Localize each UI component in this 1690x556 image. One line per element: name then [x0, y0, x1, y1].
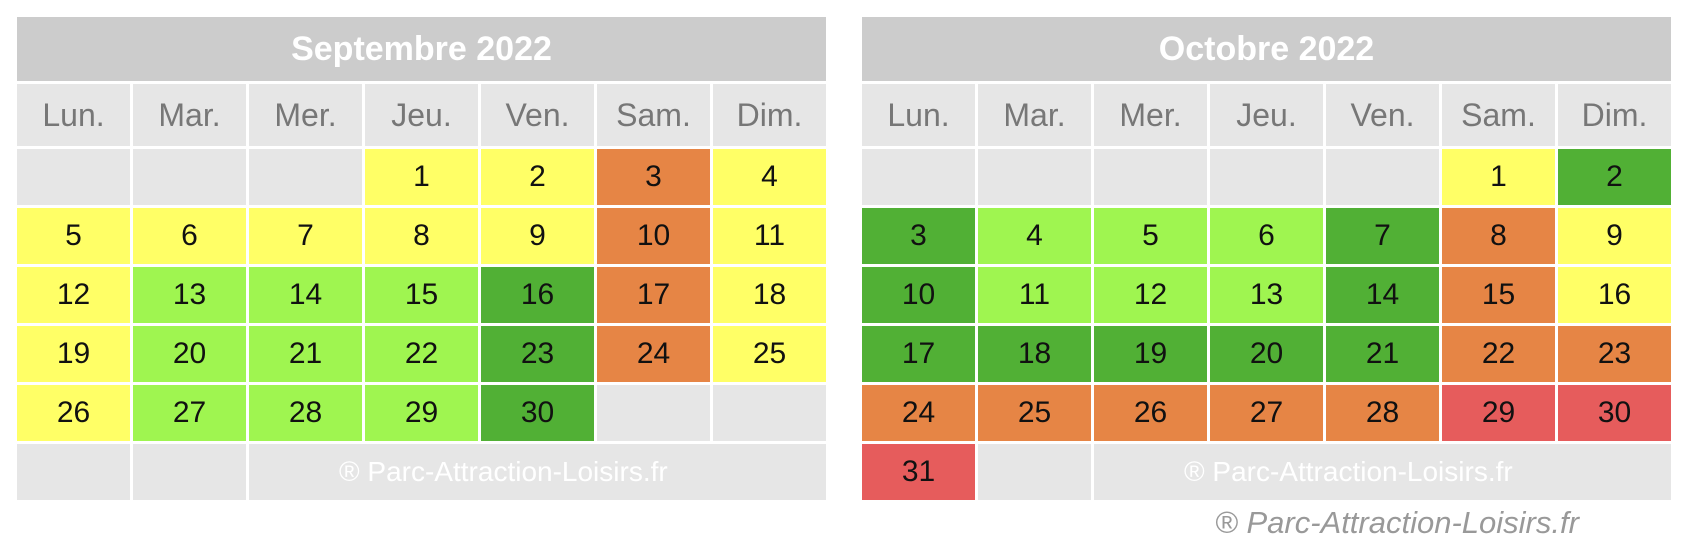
day-cell[interactable]: 4: [978, 208, 1091, 264]
weekday-header: Sam.: [1442, 84, 1555, 146]
day-cell[interactable]: 30: [481, 385, 594, 441]
weekday-header: Jeu.: [1210, 84, 1323, 146]
day-cell[interactable]: 6: [133, 208, 246, 264]
day-cell[interactable]: 15: [1442, 267, 1555, 323]
watermark: ® Parc-Attraction-Loisirs.fr: [1094, 444, 1671, 500]
day-cell[interactable]: 1: [365, 149, 478, 205]
day-cell[interactable]: 18: [713, 267, 826, 323]
day-cell[interactable]: 5: [1094, 208, 1207, 264]
day-cell[interactable]: 19: [17, 326, 130, 382]
day-cell[interactable]: 29: [365, 385, 478, 441]
weekday-header: Lun.: [17, 84, 130, 146]
calendar-grid: Lun. Mar. Mer. Jeu. Ven. Sam. Dim. 1 2 3 4 5 6 7 8 9 10 1…: [17, 81, 826, 500]
day-cell[interactable]: 7: [249, 208, 362, 264]
day-cell[interactable]: 28: [1326, 385, 1439, 441]
day-cell[interactable]: 17: [862, 326, 975, 382]
day-cell[interactable]: 26: [17, 385, 130, 441]
day-cell[interactable]: 17: [597, 267, 710, 323]
calendar-title: Septembre 2022: [17, 17, 826, 81]
day-cell[interactable]: 15: [365, 267, 478, 323]
day-cell[interactable]: 14: [1326, 267, 1439, 323]
day-cell[interactable]: 29: [1442, 385, 1555, 441]
weekday-header: Ven.: [481, 84, 594, 146]
day-cell[interactable]: 1: [1442, 149, 1555, 205]
day-cell[interactable]: 13: [133, 267, 246, 323]
day-cell[interactable]: 7: [1326, 208, 1439, 264]
day-cell[interactable]: 19: [1094, 326, 1207, 382]
day-cell[interactable]: 25: [978, 385, 1091, 441]
day-cell[interactable]: 5: [17, 208, 130, 264]
weekday-header: Lun.: [862, 84, 975, 146]
empty-cell: [133, 149, 246, 205]
day-cell[interactable]: 27: [133, 385, 246, 441]
empty-cell: [978, 149, 1091, 205]
day-cell[interactable]: 3: [597, 149, 710, 205]
day-cell[interactable]: 16: [481, 267, 594, 323]
weekday-header: Sam.: [597, 84, 710, 146]
day-cell[interactable]: 24: [597, 326, 710, 382]
empty-cell: [133, 444, 246, 500]
day-cell[interactable]: 6: [1210, 208, 1323, 264]
empty-cell: [978, 444, 1091, 500]
day-cell[interactable]: 10: [597, 208, 710, 264]
day-cell[interactable]: 9: [481, 208, 594, 264]
day-cell[interactable]: 24: [862, 385, 975, 441]
empty-cell: [1326, 149, 1439, 205]
empty-cell: [713, 385, 826, 441]
weekday-header: Dim.: [713, 84, 826, 146]
calendar-grid: Lun. Mar. Mer. Jeu. Ven. Sam. Dim. 1 2 3 4 5 6 7 8 9 10 1…: [862, 81, 1671, 500]
day-cell[interactable]: 30: [1558, 385, 1671, 441]
empty-cell: [862, 149, 975, 205]
weekday-header: Mar.: [978, 84, 1091, 146]
day-cell[interactable]: 16: [1558, 267, 1671, 323]
day-cell[interactable]: 11: [978, 267, 1091, 323]
day-cell[interactable]: 12: [1094, 267, 1207, 323]
empty-cell: [1210, 149, 1323, 205]
calendar-title: Octobre 2022: [862, 17, 1671, 81]
day-cell[interactable]: 9: [1558, 208, 1671, 264]
empty-cell: [1094, 149, 1207, 205]
calendar-october: Octobre 2022 Lun. Mar. Mer. Jeu. Ven. Sam. Dim…: [862, 17, 1671, 500]
day-cell[interactable]: 20: [133, 326, 246, 382]
day-cell[interactable]: 4: [713, 149, 826, 205]
day-cell[interactable]: 8: [365, 208, 478, 264]
empty-cell: [249, 149, 362, 205]
day-cell[interactable]: 28: [249, 385, 362, 441]
weekday-header: Jeu.: [365, 84, 478, 146]
day-cell[interactable]: 11: [713, 208, 826, 264]
calendar-september: Septembre 2022 Lun. Mar. Mer. Jeu. Ven. Sam. D…: [17, 17, 826, 500]
empty-cell: [597, 385, 710, 441]
day-cell[interactable]: 2: [1558, 149, 1671, 205]
day-cell[interactable]: 21: [1326, 326, 1439, 382]
day-cell[interactable]: 20: [1210, 326, 1323, 382]
day-cell[interactable]: 23: [481, 326, 594, 382]
weekday-header: Mar.: [133, 84, 246, 146]
day-cell[interactable]: 8: [1442, 208, 1555, 264]
day-cell[interactable]: 10: [862, 267, 975, 323]
footer-credit: ® Parc-Attraction-Loisirs.fr: [1215, 505, 1579, 540]
day-cell[interactable]: 23: [1558, 326, 1671, 382]
day-cell[interactable]: 31: [862, 444, 975, 500]
day-cell[interactable]: 22: [1442, 326, 1555, 382]
weekday-header: Mer.: [1094, 84, 1207, 146]
day-cell[interactable]: 22: [365, 326, 478, 382]
weekday-header: Ven.: [1326, 84, 1439, 146]
day-cell[interactable]: 2: [481, 149, 594, 205]
day-cell[interactable]: 25: [713, 326, 826, 382]
day-cell[interactable]: 13: [1210, 267, 1323, 323]
day-cell[interactable]: 21: [249, 326, 362, 382]
day-cell[interactable]: 14: [249, 267, 362, 323]
day-cell[interactable]: 27: [1210, 385, 1323, 441]
day-cell[interactable]: 26: [1094, 385, 1207, 441]
empty-cell: [17, 444, 130, 500]
day-cell[interactable]: 18: [978, 326, 1091, 382]
day-cell[interactable]: 3: [862, 208, 975, 264]
weekday-header: Mer.: [249, 84, 362, 146]
day-cell[interactable]: 12: [17, 267, 130, 323]
watermark: ® Parc-Attraction-Loisirs.fr: [249, 444, 826, 500]
weekday-header: Dim.: [1558, 84, 1671, 146]
empty-cell: [17, 149, 130, 205]
